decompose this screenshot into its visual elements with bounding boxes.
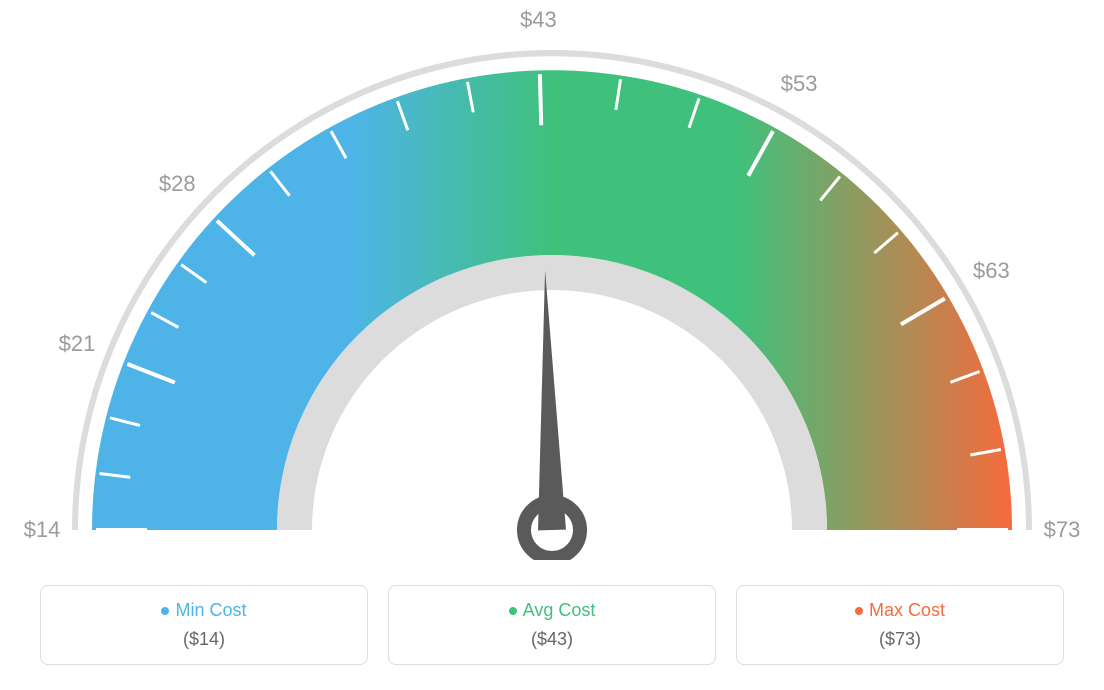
legend-label-avg: Avg Cost <box>389 600 715 621</box>
dot-icon <box>509 607 517 615</box>
gauge-chart-container: $14 $21 $28 $43 $53 $63 $73 Min Cost ($14) Avg… <box>0 0 1104 690</box>
gauge-svg <box>0 0 1104 560</box>
tick-label: $73 <box>1044 517 1081 543</box>
legend-item-min: Min Cost ($14) <box>40 585 368 665</box>
legend-item-max: Max Cost ($73) <box>736 585 1064 665</box>
legend: Min Cost ($14) Avg Cost ($43) Max Cost (… <box>40 585 1064 665</box>
legend-value-max: ($73) <box>737 629 1063 650</box>
legend-label-text: Avg Cost <box>523 600 596 620</box>
legend-label-text: Min Cost <box>175 600 246 620</box>
legend-value-min: ($14) <box>41 629 367 650</box>
legend-label-text: Max Cost <box>869 600 945 620</box>
tick-label: $21 <box>59 331 96 357</box>
gauge-area: $14 $21 $28 $43 $53 $63 $73 <box>0 0 1104 560</box>
tick-label: $43 <box>520 7 557 33</box>
dot-icon <box>161 607 169 615</box>
dot-icon <box>855 607 863 615</box>
legend-label-min: Min Cost <box>41 600 367 621</box>
legend-label-max: Max Cost <box>737 600 1063 621</box>
legend-item-avg: Avg Cost ($43) <box>388 585 716 665</box>
legend-value-avg: ($43) <box>389 629 715 650</box>
tick-label: $63 <box>973 258 1010 284</box>
tick-label: $28 <box>159 171 196 197</box>
tick-label: $14 <box>24 517 61 543</box>
tick-label: $53 <box>781 71 818 97</box>
